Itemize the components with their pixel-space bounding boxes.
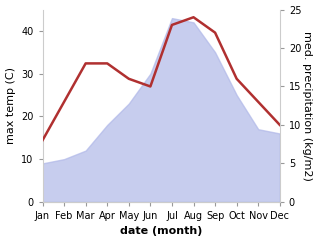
Y-axis label: med. precipitation (kg/m2): med. precipitation (kg/m2) — [302, 31, 313, 181]
Y-axis label: max temp (C): max temp (C) — [5, 67, 16, 144]
X-axis label: date (month): date (month) — [120, 227, 202, 236]
